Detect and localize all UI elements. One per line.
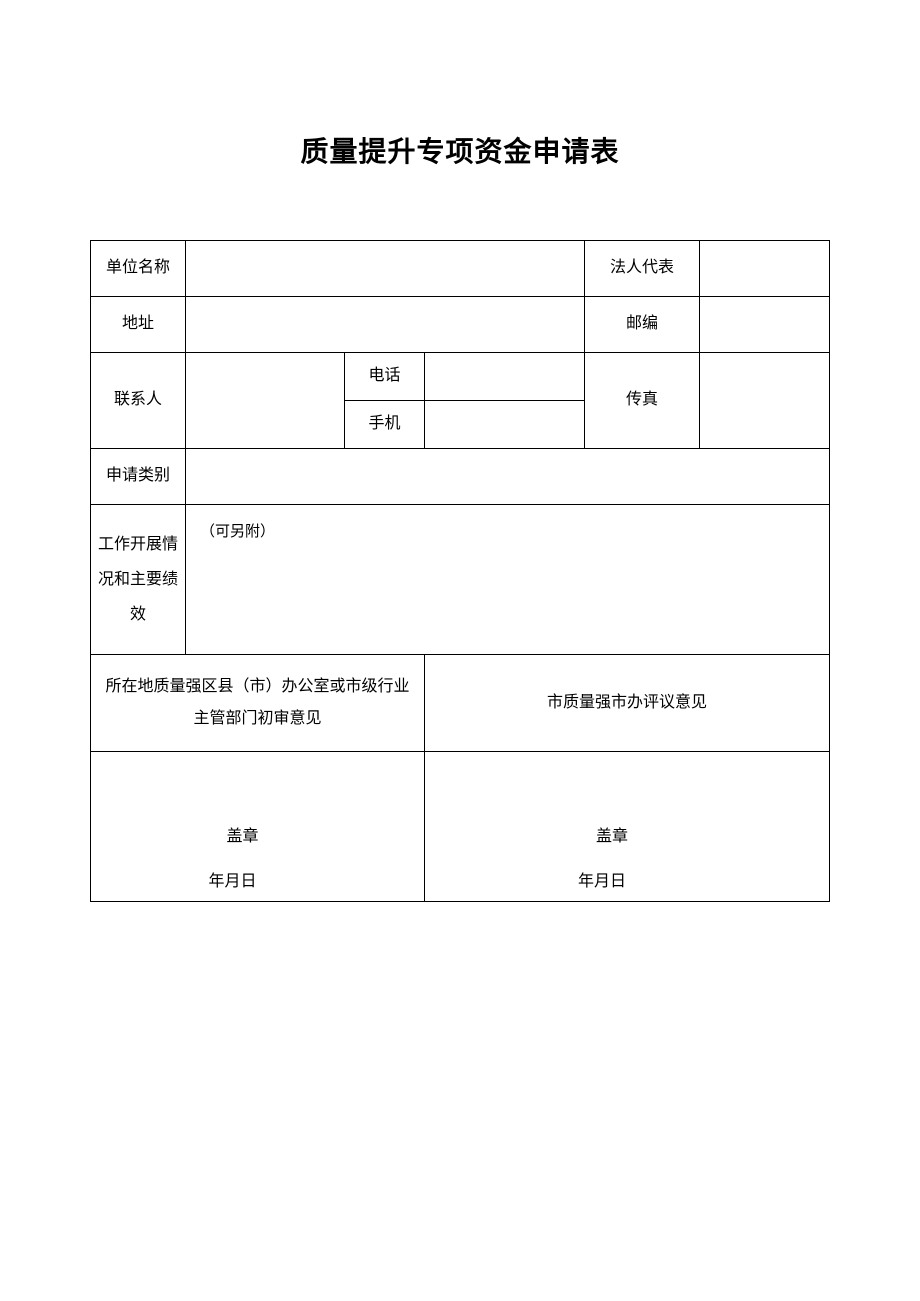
value-contact[interactable]	[186, 353, 345, 449]
label-mobile: 手机	[345, 401, 425, 449]
label-legal-rep: 法人代表	[585, 241, 700, 297]
value-unit-name[interactable]	[186, 241, 585, 297]
local-review-signature[interactable]: 盖章 年月日	[91, 752, 425, 902]
city-date-label: 年月日	[431, 864, 823, 899]
value-postcode[interactable]	[700, 297, 830, 353]
application-form-table: 单位名称 法人代表 地址 邮编 联系人 电话 传真 手机 申请类别	[90, 240, 830, 902]
value-apply-category[interactable]	[186, 449, 830, 505]
label-city-review: 市质量强市办评议意见	[425, 655, 830, 752]
local-stamp-label: 盖章	[97, 819, 418, 854]
label-phone: 电话	[345, 353, 425, 401]
value-mobile[interactable]	[425, 401, 585, 449]
page-container: 质量提升专项资金申请表 单位名称 法人代表 地址 邮编 联系人 电话 传真 手机	[0, 0, 920, 902]
work-note: （可另附）	[200, 524, 275, 540]
label-apply-category: 申请类别	[91, 449, 186, 505]
label-postcode: 邮编	[585, 297, 700, 353]
label-fax: 传真	[585, 353, 700, 449]
value-legal-rep[interactable]	[700, 241, 830, 297]
label-unit-name: 单位名称	[91, 241, 186, 297]
label-contact: 联系人	[91, 353, 186, 449]
value-address[interactable]	[186, 297, 585, 353]
label-local-review: 所在地质量强区县（市）办公室或市级行业主管部门初审意见	[91, 655, 425, 752]
local-date-label: 年月日	[97, 864, 418, 899]
label-work-status-text: 工作开展情况和主要绩效	[98, 536, 178, 623]
value-fax[interactable]	[700, 353, 830, 449]
value-phone[interactable]	[425, 353, 585, 401]
form-title: 质量提升专项资金申请表	[90, 130, 830, 170]
city-stamp-label: 盖章	[431, 819, 823, 854]
value-work-status[interactable]: （可另附）	[186, 505, 830, 655]
label-work-status: 工作开展情况和主要绩效	[91, 505, 186, 655]
label-address: 地址	[91, 297, 186, 353]
city-review-signature[interactable]: 盖章 年月日	[425, 752, 830, 902]
